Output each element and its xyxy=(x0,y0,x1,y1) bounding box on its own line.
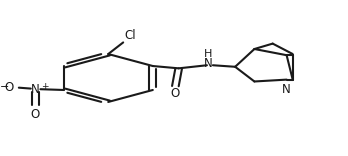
Text: −: − xyxy=(0,82,9,92)
Text: N: N xyxy=(31,83,40,96)
Text: O: O xyxy=(4,81,14,94)
Text: Cl: Cl xyxy=(125,29,136,42)
Text: N: N xyxy=(204,57,213,70)
Text: O: O xyxy=(171,87,180,100)
Text: O: O xyxy=(31,108,40,121)
Text: H: H xyxy=(204,49,212,59)
Text: +: + xyxy=(41,82,48,91)
Text: N: N xyxy=(282,83,291,96)
